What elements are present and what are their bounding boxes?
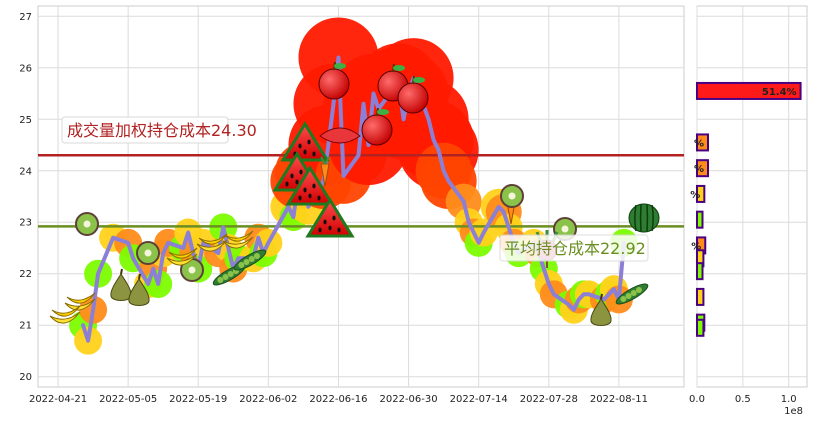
side-x-tick-label: 0.0 (689, 394, 705, 405)
reference-label-box (61, 116, 229, 144)
apple-icon (318, 61, 350, 100)
apple-icon (397, 75, 429, 114)
banana-icon (196, 233, 228, 252)
side-x-ticks: 0.0 0.5 1.0 (689, 394, 797, 405)
x-tick-label: 2022-06-02 (239, 394, 297, 405)
x-tick-label: 2022-06-16 (309, 394, 367, 405)
side-bars: 51.4%%%%% (690, 81, 802, 337)
y-tick-label: 23 (19, 218, 32, 229)
side-x-unit: 1e8 (784, 406, 803, 417)
side-bar (696, 262, 704, 281)
pear-icon (590, 293, 612, 326)
side-bar (696, 81, 802, 100)
watermelon-slice-icon (280, 121, 330, 162)
x-axis-ticks: 2022-04-21 2022-05-05 2022-05-19 2022-06-02… (29, 394, 648, 405)
y-tick-label: 25 (19, 115, 32, 126)
side-bar-label: % (694, 138, 704, 149)
side-bar-label: % (690, 190, 700, 201)
carrot-icon (320, 156, 330, 187)
side-bar (696, 318, 705, 337)
x-tick-label: 2022-05-19 (169, 394, 227, 405)
pear-icon (128, 273, 150, 306)
side-bar (696, 287, 705, 306)
side-bar-label: % (691, 241, 701, 252)
x-tick-label: 2022-07-14 (450, 394, 508, 405)
y-axis-ticks: 20 21 22 23 24 25 26 27 (19, 12, 32, 383)
side-x-tick-label: 0.5 (735, 394, 751, 405)
y-tick-label: 26 (19, 63, 32, 74)
watermelon-slice-icon (305, 197, 355, 238)
kiwi-icon (500, 184, 524, 208)
peapod-icon (615, 283, 649, 305)
kiwi-icon (180, 258, 204, 282)
y-tick-label: 21 (19, 321, 32, 332)
banana-icon (64, 292, 96, 311)
side-bar (696, 210, 704, 229)
reference-labels: 成交量加权持仓成本24.30 平均持仓成本22.92 (61, 116, 649, 262)
fruit-decorations (49, 61, 660, 326)
kiwi-icon (75, 212, 99, 236)
apple-icon (361, 107, 393, 146)
x-tick-label: 2022-05-05 (99, 394, 157, 405)
side-bar-label: % (694, 164, 704, 175)
side-bar (696, 159, 709, 178)
y-tick-label: 27 (19, 12, 32, 23)
side-plot-area (696, 5, 808, 388)
watermelon-icon (628, 203, 660, 233)
side-bar (696, 184, 706, 203)
average-cost-label: 平均持仓成本22.92 (504, 239, 646, 258)
weighted-cost-label: 成交量加权持仓成本24.30 (67, 121, 257, 140)
x-tick-label: 2022-08-11 (590, 394, 648, 405)
strawberry-icon (319, 127, 361, 144)
pear-icon (110, 268, 132, 301)
side-x-tick-label: 1.0 (781, 394, 797, 405)
x-tick-label: 2022-04-21 (29, 394, 87, 405)
side-bar-label: 51.4% (762, 87, 797, 98)
kiwi-icon (136, 241, 160, 265)
banana-icon (166, 247, 198, 266)
banana-icon (49, 305, 81, 324)
side-bar (696, 133, 709, 152)
y-tick-label: 20 (19, 372, 32, 383)
reference-label-box (499, 234, 649, 262)
peapod-icon (233, 249, 267, 271)
watermelon-slice-icon (285, 165, 335, 206)
y-tick-label: 22 (19, 269, 32, 280)
y-tick-label: 24 (19, 166, 32, 177)
x-tick-label: 2022-06-30 (380, 394, 438, 405)
x-tick-label: 2022-07-28 (520, 394, 578, 405)
banana-icon (222, 230, 254, 249)
